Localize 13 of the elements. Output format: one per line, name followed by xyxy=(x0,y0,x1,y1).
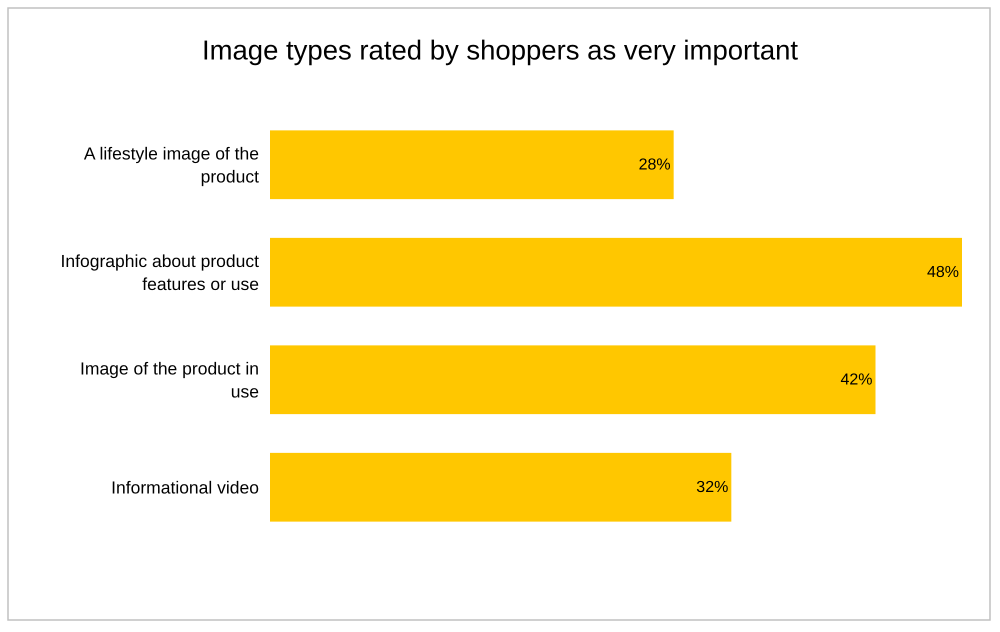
bar xyxy=(270,452,732,522)
y-tick-label: A lifestyle image of the product xyxy=(84,144,260,186)
data-label: 42% xyxy=(840,371,872,388)
data-label: 48% xyxy=(926,264,959,281)
bar xyxy=(270,345,876,414)
bar xyxy=(270,130,674,200)
y-tick-label: Informational video xyxy=(111,477,259,498)
data-label: 32% xyxy=(696,478,728,496)
data-label: 28% xyxy=(638,156,671,174)
y-tick-label: Image of the product in use xyxy=(80,358,259,402)
y-tick-label: Infographic about product features or use xyxy=(60,251,260,294)
chart-title: Image types rated by shoppers as very important xyxy=(202,34,798,66)
bar xyxy=(270,238,962,307)
